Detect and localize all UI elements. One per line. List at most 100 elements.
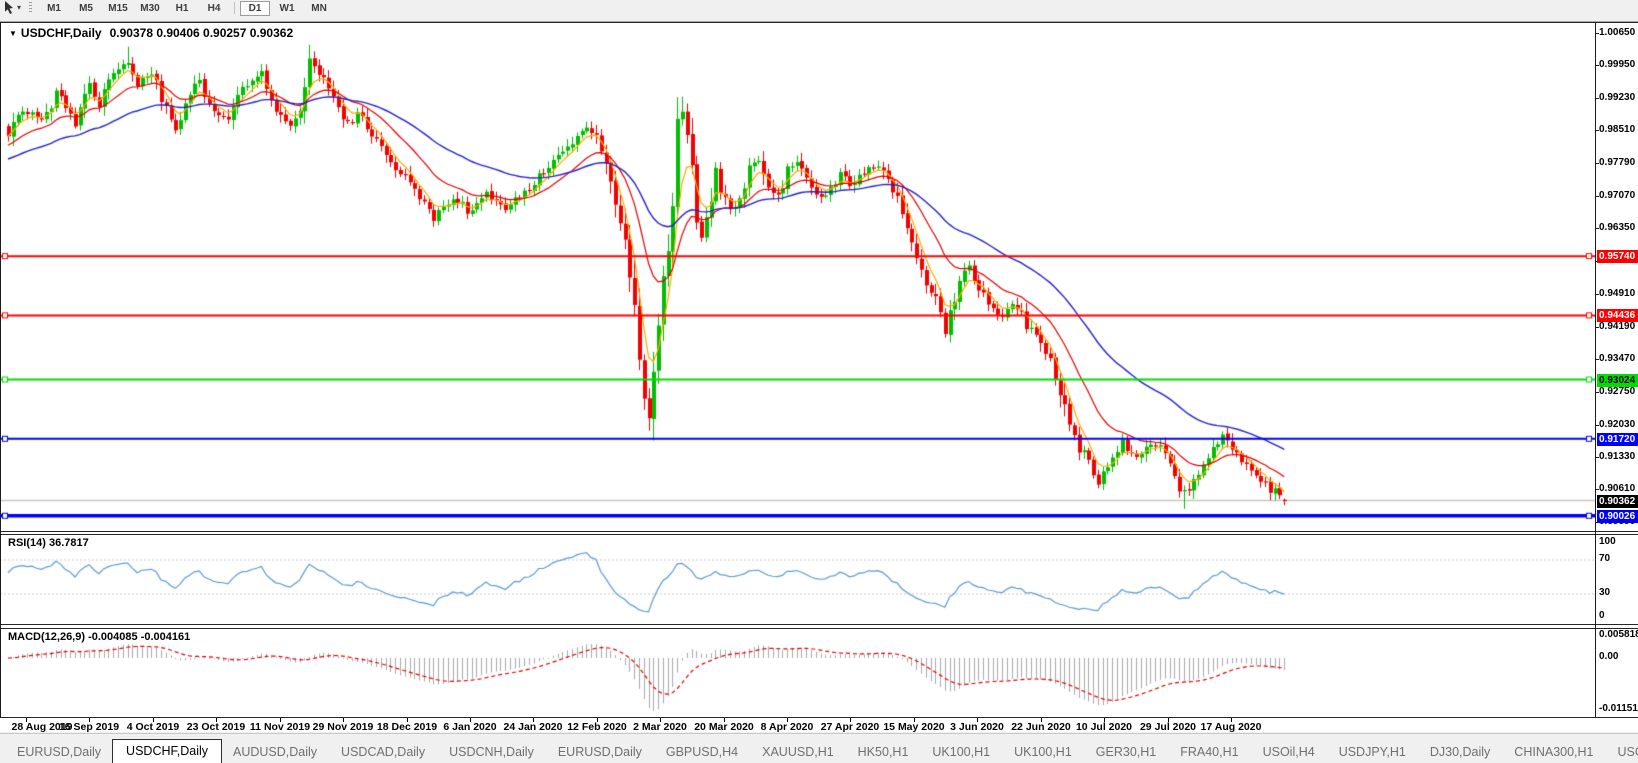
date-tick-label: 3 Jun 2020: [950, 721, 1004, 733]
date-tick-label: 2 Mar 2020: [633, 721, 687, 733]
toolbar-grip[interactable]: [29, 2, 33, 14]
timeframe-button-m1[interactable]: M1: [47, 2, 61, 14]
chart-tab-ger30-h1[interactable]: GER30,H1: [1095, 745, 1157, 759]
chart-tab-audusd-daily[interactable]: AUDUSD,Daily: [233, 745, 318, 759]
date-tick-mark: [1104, 718, 1105, 722]
date-tick-label: 27 Apr 2020: [820, 721, 880, 733]
chart-tab-usdcnh-daily[interactable]: USDCNH,Daily: [449, 745, 534, 759]
rsi-panel-canvas[interactable]: [0, 535, 1595, 624]
macd-name: MACD(12,26,9): [8, 631, 86, 643]
date-tick-mark: [533, 718, 534, 722]
axis-tick-mark: [1595, 425, 1599, 426]
date-tick-mark: [914, 718, 915, 722]
axis-tick-mark: [1595, 196, 1599, 197]
macd-panel-top-border: [0, 628, 1638, 629]
chart-tab-usdchf-daily[interactable]: USDCHF,Daily: [112, 739, 222, 763]
date-tick-label: 23 Oct 2019: [186, 721, 246, 733]
price-tick-label: 0.92750: [1599, 386, 1636, 397]
timeframe-button-mn[interactable]: MN: [311, 2, 327, 14]
rsi-name: RSI(14): [8, 537, 46, 549]
date-tick-label: 22 Jun 2020: [1011, 721, 1071, 733]
timeframe-button-w1[interactable]: W1: [279, 2, 295, 14]
date-tick-mark: [470, 718, 471, 722]
rsi-scale-label: 100: [1599, 536, 1616, 547]
macd-panel-canvas[interactable]: [0, 629, 1595, 717]
chart-tab-china300-h1[interactable]: CHINA300,H1: [1514, 745, 1594, 759]
collapse-triangle-icon[interactable]: ▼: [9, 29, 17, 38]
timeframe-toolbar: ▾ M1 M5 M15 M30 H1 H4 D1 W1 MN: [0, 0, 1638, 22]
rsi-scale-label: 30: [1599, 587, 1611, 598]
timeframe-button-d1[interactable]: D1: [240, 0, 271, 16]
macd-scale-label: -0.011514: [1599, 703, 1638, 714]
date-axis[interactable]: 28 Aug 2019 16 Sep 2019 4 Oct 2019 23 Oct 2…: [0, 718, 1638, 733]
date-tick-label: 16 Sep 2019: [58, 721, 120, 733]
chart-tab-usoil-h1[interactable]: USOil,H1: [1617, 745, 1638, 759]
price-tick-label: 0.97790: [1599, 157, 1636, 168]
main-panel-top-border: [0, 22, 1638, 23]
axis-tick-mark: [1595, 163, 1599, 164]
axis-tick-mark: [1595, 98, 1599, 99]
chart-tab-uk100-h1[interactable]: UK100,H1: [1014, 745, 1072, 759]
axis-tick-mark: [1595, 294, 1599, 295]
date-tick-mark: [597, 718, 598, 722]
date-tick-label: 28 Aug 2019: [11, 721, 73, 733]
rsi-scale-label: 0: [1599, 610, 1605, 621]
date-tick-label: 8 Apr 2020: [760, 721, 814, 733]
chart-tab-xauusd-h1[interactable]: XAUUSD,H1: [762, 745, 834, 759]
date-tick-label: 4 Oct 2019: [126, 721, 180, 733]
date-tick-label: 24 Jan 2020: [503, 721, 563, 733]
timeframe-button-m15[interactable]: M15: [108, 2, 128, 14]
rsi-scale-label: 70: [1599, 553, 1611, 564]
chart-tab-usdcad-daily[interactable]: USDCAD,Daily: [341, 745, 426, 759]
date-tick-mark: [1168, 718, 1169, 722]
chart-tab-usdjpy-h1[interactable]: USDJPY,H1: [1338, 745, 1406, 759]
chart-tab-gbpusd-h4[interactable]: GBPUSD,H4: [665, 745, 739, 759]
hline-price-tag: 0.91720: [1597, 433, 1638, 446]
price-tick-label: 0.90610: [1599, 483, 1636, 494]
date-tick-mark: [660, 718, 661, 722]
main-panel-bottom-border[interactable]: [0, 531, 1638, 532]
hline-price-tag: 0.93024: [1597, 374, 1638, 387]
chart-tab-eurusd-daily[interactable]: EURUSD,Daily: [17, 745, 102, 759]
axis-tick-mark: [1595, 392, 1599, 393]
date-tick-mark: [216, 718, 217, 722]
timeframe-button-h1[interactable]: H1: [175, 2, 189, 14]
axis-tick-mark: [1595, 327, 1599, 328]
date-tick-label: 20 Mar 2020: [694, 721, 754, 733]
rsi-panel-bottom-border[interactable]: [0, 624, 1638, 625]
price-tick-label: 0.94910: [1599, 288, 1636, 299]
date-tick-label: 12 Feb 2020: [567, 721, 627, 733]
chart-tab-eurusd-daily[interactable]: EURUSD,Daily: [557, 745, 642, 759]
chart-ohlc-values: 0.90378 0.90406 0.90257 0.90362: [109, 26, 294, 40]
chart-tab-uk100-h1[interactable]: UK100,H1: [932, 745, 991, 759]
chart-tab-dj30-daily[interactable]: DJ30,Daily: [1429, 745, 1491, 759]
date-tick-mark: [1041, 718, 1042, 722]
chart-tab-hk50-h1[interactable]: HK50,H1: [857, 745, 909, 759]
date-tick-mark: [850, 718, 851, 722]
cursor-icon: [5, 1, 13, 14]
date-tick-label: 18 Dec 2019: [376, 721, 438, 733]
current-price-tag: 0.90362: [1597, 495, 1638, 508]
date-tick-label: 29 Nov 2019: [312, 721, 374, 733]
main-chart-canvas[interactable]: [0, 22, 1595, 531]
macd-values: -0.004085 -0.004161: [88, 631, 191, 643]
date-tick-mark: [977, 718, 978, 722]
price-axis-line[interactable]: [1595, 22, 1596, 717]
timeframe-button-h4[interactable]: H4: [207, 2, 221, 14]
timeframe-button-m5[interactable]: M5: [79, 2, 93, 14]
rsi-panel-top-border: [0, 534, 1638, 535]
timeframe-button-m30[interactable]: M30: [140, 2, 160, 14]
cursor-tool-button[interactable]: ▾: [2, 0, 23, 15]
date-tick-mark: [343, 718, 344, 722]
dropdown-caret-icon: ▾: [17, 3, 22, 12]
price-tick-label: 0.97070: [1599, 190, 1636, 201]
date-tick-mark: [407, 718, 408, 722]
date-tick-mark: [280, 718, 281, 722]
chart-tab-usoil-h4[interactable]: USOil,H4: [1262, 745, 1315, 759]
chart-tab-fra40-h1[interactable]: FRA40,H1: [1180, 745, 1239, 759]
macd-indicator-label: MACD(12,26,9) -0.004085 -0.004161: [8, 631, 190, 643]
price-tick-label: 0.98510: [1599, 124, 1636, 135]
hline-price-tag: 0.94436: [1597, 309, 1638, 322]
date-tick-mark: [724, 718, 725, 722]
